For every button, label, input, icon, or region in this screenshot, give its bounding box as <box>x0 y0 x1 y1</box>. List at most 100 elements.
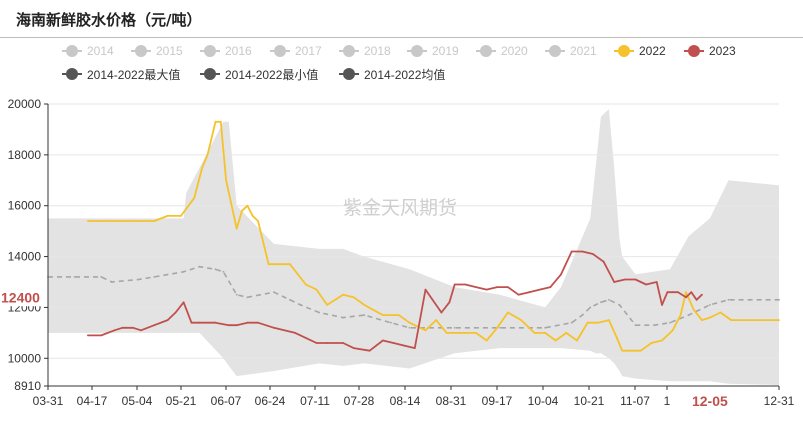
data-point-2014-2022均值 <box>618 304 621 306</box>
data-point-2022 <box>639 349 642 352</box>
legend-marker <box>270 45 290 57</box>
legend-item-2022[interactable]: 2022 <box>614 42 666 60</box>
legend-item-2014-2022最小值[interactable]: 2014-2022最小值 <box>200 65 318 83</box>
data-point-2023 <box>413 347 416 349</box>
legend-dot <box>549 45 561 57</box>
data-point-2014-2022均值 <box>600 301 602 304</box>
data-point-2023 <box>257 321 259 324</box>
data-point-2022 <box>193 197 196 200</box>
legend-marker <box>200 68 220 80</box>
legend-item-2016[interactable]: 2016 <box>200 42 252 60</box>
data-point-2022 <box>113 220 116 222</box>
data-point-2023 <box>121 326 124 329</box>
data-point-2022 <box>201 166 204 169</box>
legend-item-2021[interactable]: 2021 <box>545 42 597 60</box>
data-point-2014-2022均值 <box>544 326 546 329</box>
data-point-2022 <box>520 319 523 321</box>
data-point-2022 <box>533 332 536 334</box>
data-point-2014-2022均值 <box>390 321 392 324</box>
legend-label: 2022 <box>639 44 666 58</box>
x-tick-label: 09-17 <box>482 394 513 408</box>
data-point-2023 <box>517 293 520 296</box>
data-point-2022 <box>778 319 780 321</box>
data-point-2023 <box>538 288 541 291</box>
y-tick-label: 20000 <box>8 97 42 111</box>
data-point-2022 <box>701 319 703 321</box>
data-point-2022 <box>315 288 318 291</box>
legend-item-2017[interactable]: 2017 <box>270 42 322 60</box>
x-tick-label: 08-31 <box>436 394 467 408</box>
data-point-2022 <box>424 329 427 332</box>
data-point-2022 <box>140 220 142 222</box>
legend-item-2018[interactable]: 2018 <box>339 42 391 60</box>
legend-label: 2018 <box>364 44 391 58</box>
data-point-2023 <box>440 311 443 314</box>
x-tick-label: 10-04 <box>528 394 559 408</box>
data-point-2022 <box>126 220 129 222</box>
data-point-2022 <box>166 215 169 217</box>
data-point-2022 <box>235 227 238 230</box>
data-point-2014-2022均值 <box>570 321 573 324</box>
data-point-2022 <box>576 339 578 342</box>
data-point-2023 <box>671 291 674 294</box>
legend-item-2015[interactable]: 2015 <box>131 42 183 60</box>
legend-item-2020[interactable]: 2020 <box>476 42 528 60</box>
data-point-2023 <box>581 250 584 253</box>
data-point-2023 <box>528 291 530 294</box>
data-point-2022 <box>661 339 663 342</box>
data-point-2023 <box>113 329 116 332</box>
data-point-2022 <box>748 319 751 321</box>
data-point-2023 <box>190 321 193 324</box>
legend-marker <box>407 45 427 57</box>
data-point-2023 <box>701 293 703 296</box>
data-point-2022 <box>352 296 355 299</box>
data-point-2023 <box>592 253 594 255</box>
data-point-2022 <box>251 215 254 217</box>
x-tick-label: 05-04 <box>122 394 153 408</box>
data-point-2023 <box>174 311 177 314</box>
data-point-2023 <box>368 349 371 352</box>
data-point-2022 <box>257 220 259 222</box>
data-point-2023 <box>227 324 230 327</box>
legend-marker <box>339 68 359 80</box>
data-point-2022 <box>719 311 722 314</box>
legend-dot <box>618 45 630 57</box>
x-tick-label: 06-24 <box>255 394 286 408</box>
data-point-2014-2022均值 <box>222 270 225 273</box>
data-point-2014-2022均值 <box>153 276 156 278</box>
data-point-2014-2022均值 <box>73 276 76 278</box>
data-point-2022 <box>485 339 488 342</box>
range-band <box>48 109 779 385</box>
data-point-2022 <box>685 291 687 294</box>
watermark: 紫金天风期货 <box>343 197 457 219</box>
data-point-2023 <box>453 283 456 286</box>
data-point-2022 <box>730 319 733 321</box>
data-point-2022 <box>219 120 222 123</box>
legend-item-2023[interactable]: 2023 <box>684 42 736 60</box>
x-tick-label: 10-21 <box>574 394 605 408</box>
data-point-2014-2022均值 <box>727 298 730 301</box>
x-marker-label: 12-05 <box>692 393 728 409</box>
legend-item-2014-2022最大值[interactable]: 2014-2022最大值 <box>62 65 180 83</box>
legend-item-2019[interactable]: 2019 <box>407 42 459 60</box>
legend-item-2014[interactable]: 2014 <box>62 42 114 60</box>
data-point-2023 <box>198 321 201 324</box>
data-point-2023 <box>464 283 467 286</box>
data-point-2022 <box>679 314 682 316</box>
data-point-2014-2022均值 <box>653 324 655 327</box>
legend-item-2014-2022均值[interactable]: 2014-2022均值 <box>339 65 445 83</box>
x-tick-label: 07-28 <box>344 394 375 408</box>
x-tick-label: 06-07 <box>211 394 242 408</box>
data-point-2014-2022均值 <box>289 298 291 301</box>
data-point-2023 <box>315 342 318 344</box>
legend-dot <box>480 45 492 57</box>
data-point-2023 <box>153 324 156 327</box>
legend-marker <box>62 68 82 80</box>
data-point-2022 <box>326 304 328 306</box>
y-tick-label: 10000 <box>8 351 42 365</box>
data-point-2023 <box>666 291 669 294</box>
data-point-2023 <box>326 342 328 344</box>
data-point-2014-2022均值 <box>110 281 113 283</box>
data-point-2023 <box>677 291 679 294</box>
